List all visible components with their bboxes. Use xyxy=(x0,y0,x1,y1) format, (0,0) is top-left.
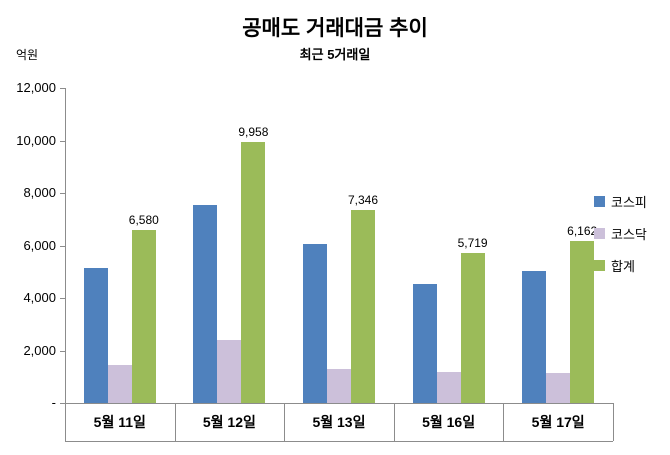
bar-value-label: 9,958 xyxy=(238,124,269,139)
y-axis-tick-label: 2,000 xyxy=(23,342,56,358)
y-axis-tick-mark xyxy=(60,298,66,299)
legend-series-label: 코스닥 xyxy=(611,227,647,242)
bar-value-label: 5,719 xyxy=(457,235,488,250)
bar xyxy=(217,340,242,403)
bar xyxy=(131,230,156,403)
chart-title: 공매도 거래대금 추이 xyxy=(242,17,428,40)
bar xyxy=(546,372,571,403)
y-axis-tick-label: 10,000 xyxy=(16,132,56,148)
legend-item: 합계 xyxy=(594,256,647,275)
x-axis-category-label: 5월 17일 xyxy=(531,414,585,430)
legend-swatch xyxy=(594,196,605,207)
legend-item: 코스피 xyxy=(594,192,647,211)
legend-series-label: 합계 xyxy=(611,259,635,274)
bar xyxy=(570,241,595,403)
bar xyxy=(522,271,547,403)
y-axis-tick-mark xyxy=(60,88,66,89)
bar xyxy=(241,141,266,403)
bar xyxy=(436,371,461,403)
bar-value-label: 6,162 xyxy=(567,224,598,239)
x-axis-category-label: 5월 13일 xyxy=(312,414,366,430)
y-axis-tick-mark xyxy=(60,140,66,142)
category-tick-separator xyxy=(65,403,66,441)
y-axis-tick-mark xyxy=(60,193,66,194)
bar xyxy=(327,368,351,403)
category-tick-separator xyxy=(613,403,614,441)
y-axis-tick-label: 12,000 xyxy=(16,80,56,95)
category-tick-separator xyxy=(284,403,286,441)
y-axis-tick-mark xyxy=(60,403,66,404)
y-axis-tick-label: 8,000 xyxy=(23,185,56,200)
category-tick-separator xyxy=(393,403,395,441)
y-axis-tick-label: - xyxy=(51,395,56,410)
x-axis-line xyxy=(65,403,613,404)
bar xyxy=(460,252,485,403)
category-tick-separator xyxy=(503,403,505,441)
x-axis-category-label: 5월 16일 xyxy=(422,414,476,430)
bar xyxy=(412,284,437,403)
legend-series-label: 코스피 xyxy=(611,195,647,210)
bar xyxy=(193,204,218,403)
y-axis-tick-mark xyxy=(60,245,66,247)
y-axis-tick-label: 4,000 xyxy=(23,290,56,305)
y-axis-unit-label: 억원 xyxy=(16,48,39,62)
bar-value-label: 7,346 xyxy=(347,193,379,208)
x-axis-category-label: 5월 11일 xyxy=(93,414,146,430)
legend-item: 코스닥 xyxy=(594,224,647,243)
bar xyxy=(303,244,327,403)
legend-swatch xyxy=(594,260,605,271)
bar xyxy=(107,364,132,403)
bar xyxy=(351,210,375,403)
legend-swatch xyxy=(594,228,605,239)
y-axis-tick-label: 6,000 xyxy=(23,237,56,253)
y-axis-tick-mark xyxy=(60,350,66,352)
bar xyxy=(83,268,108,403)
x-axis-category-label: 5월 12일 xyxy=(202,414,256,430)
category-area-bottom-line xyxy=(65,441,613,442)
chart-subtitle: 최근 5거래일 xyxy=(299,47,371,62)
category-tick-separator xyxy=(174,403,176,441)
bar-value-label: 6,580 xyxy=(128,213,159,228)
